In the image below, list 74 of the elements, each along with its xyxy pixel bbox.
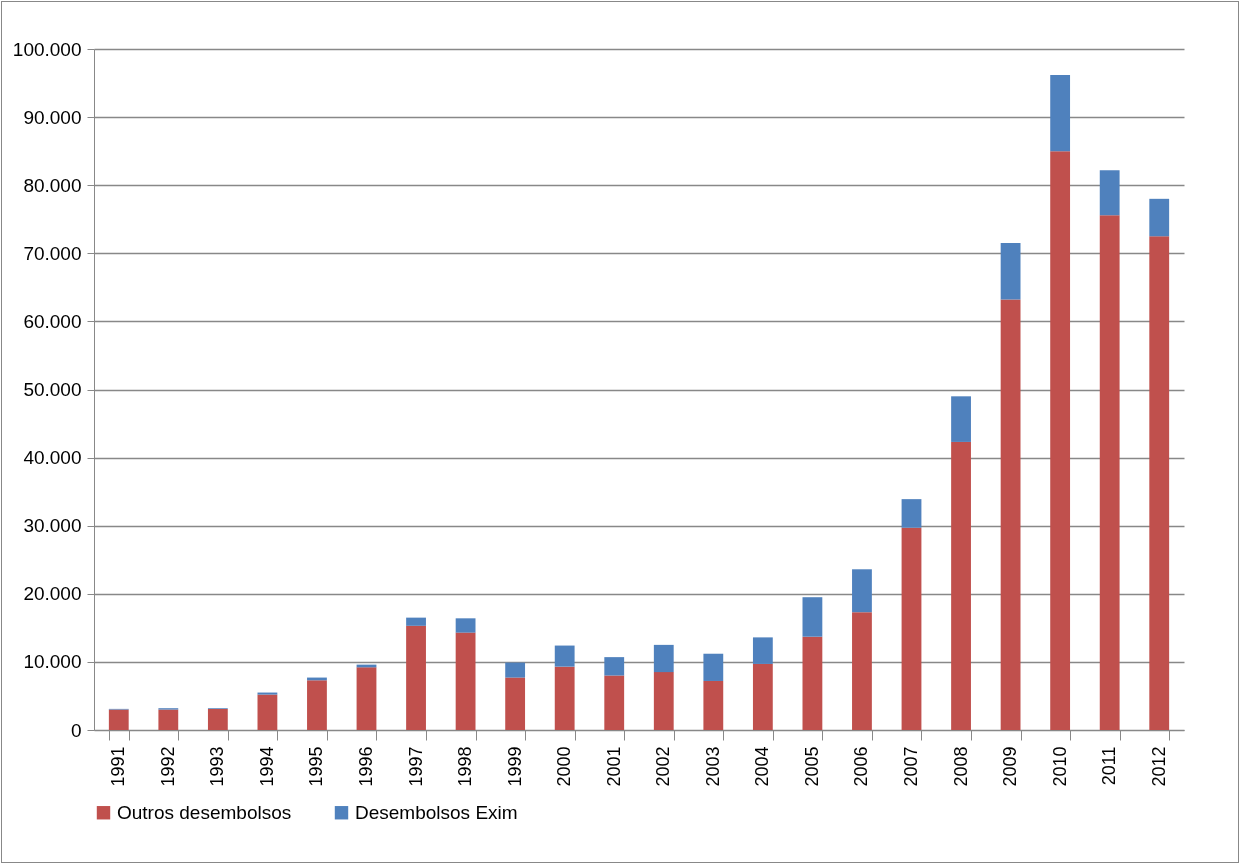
bar (108, 709, 129, 730)
bar (752, 663, 773, 730)
bar (307, 680, 327, 730)
bar (1149, 236, 1170, 730)
bar (653, 644, 674, 673)
x-tick-label: 2009 (1000, 746, 1021, 787)
bar (752, 637, 773, 664)
bar (505, 677, 526, 730)
bar (455, 632, 476, 730)
bar (158, 709, 179, 730)
bar (951, 441, 971, 730)
x-tick-label: 2011 (1099, 746, 1120, 786)
bar (554, 645, 575, 667)
bar (1050, 151, 1071, 730)
bar (802, 597, 823, 637)
y-tick-label: 90.000 (23, 106, 82, 128)
x-tick-label: 2003 (702, 746, 723, 787)
bar (1000, 243, 1021, 300)
x-tick-label: 2001 (603, 746, 624, 787)
bar (406, 625, 426, 730)
bar (455, 618, 476, 633)
y-tick-label: 80.000 (23, 174, 82, 196)
x-tick-label: 2007 (901, 746, 921, 787)
x-tick-label: 2010 (1049, 746, 1070, 787)
x-tick-label: 1996 (356, 746, 376, 787)
x-tick-label: 1999 (504, 746, 525, 787)
x-tick-label: 2008 (950, 746, 971, 787)
y-tick-label: 10.000 (23, 651, 82, 673)
y-tick-label: 40.000 (23, 447, 82, 469)
y-tick-label: 50.000 (23, 379, 82, 400)
x-tick-label: 2005 (801, 746, 822, 787)
bar (406, 617, 426, 626)
legend-label: Outros desembolsos (117, 801, 292, 823)
x-tick-label: 2002 (653, 746, 674, 787)
bar (1050, 74, 1071, 152)
x-tick-label: 1997 (405, 746, 426, 787)
bar (1099, 215, 1120, 730)
y-tick-label: 60.000 (23, 310, 82, 332)
x-tick-label: 1998 (455, 746, 476, 787)
bar (604, 675, 625, 730)
bar (257, 694, 278, 730)
y-tick-label: 70.000 (23, 242, 82, 264)
x-tick-label: 1994 (256, 746, 277, 787)
bar (852, 612, 872, 730)
x-tick-label: 1991 (108, 746, 129, 787)
x-tick-label: 2006 (851, 746, 872, 787)
y-tick-label: 0 (70, 719, 82, 741)
y-tick-label: 30.000 (23, 515, 82, 537)
bar (1149, 198, 1170, 237)
x-tick-label: 1995 (306, 746, 327, 787)
bar (852, 569, 872, 613)
bar (356, 667, 377, 730)
bar (901, 499, 922, 528)
y-tick-label: 20.000 (23, 583, 82, 605)
bar (901, 527, 922, 730)
bar (257, 692, 278, 695)
bar (951, 396, 971, 442)
bar (653, 672, 674, 730)
x-tick-label: 2000 (554, 746, 575, 787)
x-tick-label: 1992 (157, 746, 178, 787)
bar (1099, 170, 1120, 216)
y-tick-label: 100.000 (12, 38, 82, 60)
bar (554, 666, 575, 730)
bar (703, 653, 724, 681)
bar (604, 657, 625, 676)
x-tick-label: 2004 (752, 746, 773, 787)
bar (505, 662, 526, 678)
legend-label: Desembolsos Exim (355, 801, 518, 823)
bar (207, 708, 228, 730)
bar (802, 636, 823, 730)
x-tick-label: 2012 (1148, 746, 1169, 787)
bar (1000, 299, 1021, 730)
bar (703, 680, 724, 730)
x-tick-label: 1993 (207, 746, 228, 787)
